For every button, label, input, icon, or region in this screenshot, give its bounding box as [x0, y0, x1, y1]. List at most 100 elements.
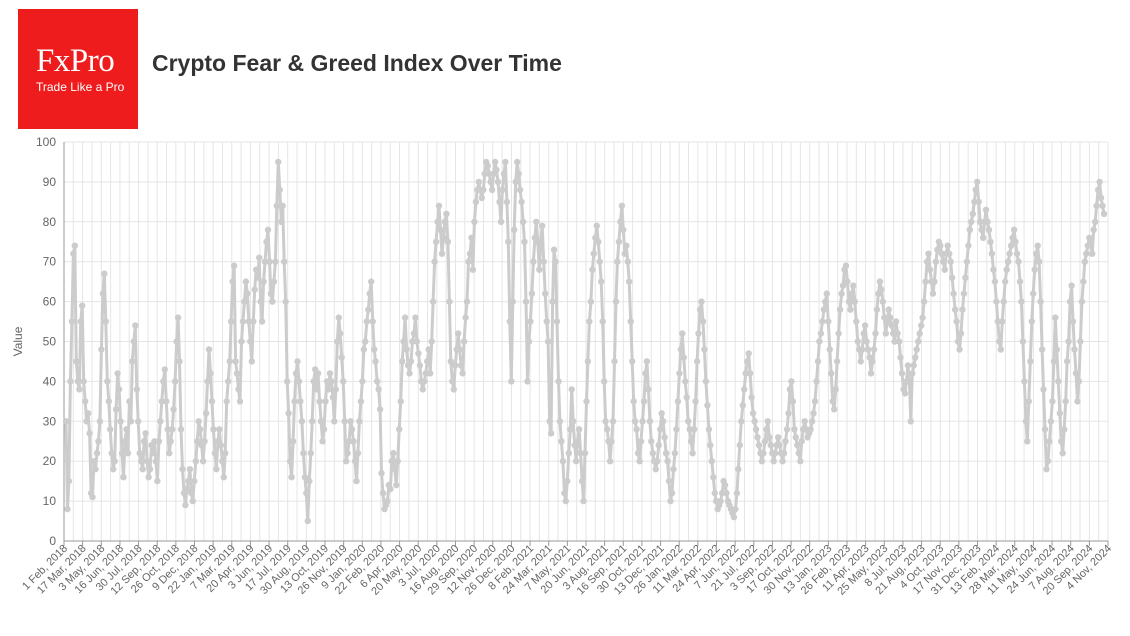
data-point: [953, 318, 960, 325]
data-point: [723, 489, 730, 497]
data-point: [256, 254, 263, 261]
data-point: [783, 426, 791, 433]
data-point: [376, 406, 384, 413]
data-point: [143, 458, 151, 465]
data-point: [351, 458, 359, 465]
data-point: [127, 418, 135, 425]
data-point: [870, 346, 878, 353]
data-point: [878, 286, 885, 293]
data-point: [114, 370, 121, 377]
data-point: [652, 466, 659, 473]
data-point: [394, 458, 401, 465]
data-point: [71, 242, 79, 249]
data-point: [957, 330, 965, 337]
data-point: [142, 430, 149, 437]
data-point: [1002, 278, 1009, 285]
data-point: [637, 438, 645, 445]
data-point: [948, 274, 956, 281]
data-point: [873, 306, 881, 313]
data-point: [844, 278, 851, 285]
data-point: [365, 306, 372, 313]
data-point: [891, 338, 898, 345]
data-point: [138, 458, 145, 465]
data-point: [662, 450, 670, 457]
data-point: [836, 306, 844, 313]
data-point: [894, 330, 901, 337]
data-point: [151, 438, 158, 445]
data-point: [701, 346, 708, 353]
data-point: [177, 426, 185, 433]
data-point: [780, 450, 788, 457]
data-point: [673, 426, 680, 433]
data-point: [901, 390, 909, 397]
data-point: [269, 298, 276, 305]
data-point: [895, 338, 903, 345]
data-point: [940, 258, 947, 265]
data-point: [946, 250, 953, 257]
data-point: [1056, 410, 1064, 417]
data-point: [375, 386, 382, 393]
data-point: [216, 426, 223, 433]
data-point: [979, 234, 987, 241]
data-point: [391, 466, 398, 473]
data-point: [438, 250, 446, 257]
data-point: [304, 517, 311, 525]
data-point: [947, 258, 954, 265]
data-point: [1016, 278, 1024, 285]
data-point: [589, 266, 596, 273]
data-point: [533, 218, 540, 225]
data-point: [522, 298, 530, 305]
data-point: [711, 489, 718, 497]
data-point: [658, 410, 665, 417]
data-point: [242, 278, 250, 285]
data-point: [145, 474, 152, 481]
data-point: [639, 418, 646, 425]
data-point: [338, 354, 345, 361]
data-point: [601, 378, 608, 385]
data-point: [539, 222, 546, 229]
data-point: [357, 398, 365, 405]
data-point: [171, 378, 179, 385]
data-point: [788, 378, 795, 385]
data-point: [527, 318, 534, 325]
data-point: [500, 170, 508, 178]
data-point: [683, 394, 690, 401]
data-point: [692, 398, 699, 405]
data-point: [620, 226, 627, 233]
data-point: [890, 330, 897, 337]
data-point: [615, 238, 623, 245]
data-point: [1063, 358, 1071, 365]
data-point: [289, 438, 297, 445]
data-point: [90, 458, 98, 465]
data-point: [68, 318, 76, 325]
data-point: [332, 386, 339, 393]
data-point: [649, 450, 656, 457]
data-point: [1089, 250, 1096, 257]
data-point: [1027, 358, 1034, 365]
data-point: [609, 418, 617, 425]
data-point: [595, 238, 602, 245]
data-point: [819, 318, 826, 325]
data-point: [229, 278, 236, 285]
data-point: [987, 238, 994, 245]
data-point: [910, 362, 917, 369]
data-point: [742, 370, 749, 377]
data-point: [748, 394, 755, 401]
data-point: [820, 306, 828, 313]
data-point: [286, 458, 294, 465]
data-point: [833, 358, 841, 365]
data-point: [450, 386, 457, 393]
data-point: [994, 318, 1001, 325]
data-point: [1058, 438, 1065, 445]
data-point: [133, 386, 140, 393]
data-point: [999, 318, 1006, 325]
data-point: [472, 198, 480, 206]
data-point: [1012, 238, 1019, 245]
data-point: [941, 266, 948, 273]
data-point: [770, 458, 777, 465]
data-point: [272, 258, 279, 265]
data-point: [192, 458, 199, 465]
data-point: [861, 322, 869, 329]
data-point: [897, 354, 904, 361]
data-point: [331, 418, 338, 425]
